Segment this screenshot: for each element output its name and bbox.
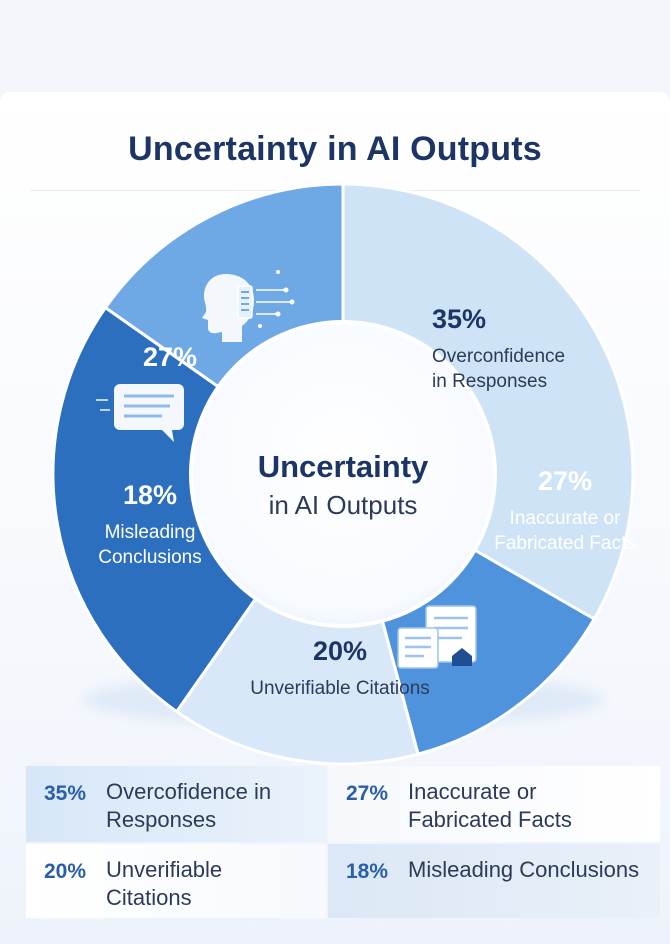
donut-hole	[189, 320, 497, 628]
slice-category-label: Inaccurate or	[510, 508, 622, 529]
legend-label: Misleading Conclusions	[408, 857, 640, 882]
documents-icon	[397, 605, 477, 669]
chat-bubble-icon	[96, 384, 184, 442]
legend: 35% Overcofidence in Responses 27% Inacc…	[26, 766, 660, 918]
ai-head-icon	[202, 270, 295, 342]
slice-category-label: Fabricated Facts	[494, 533, 636, 554]
legend-percent: 18%	[346, 860, 389, 883]
legend-label: Overcofidence in Responses	[106, 779, 272, 832]
legend-item: 20% Unverifiable Citations	[26, 844, 326, 918]
slice-percent-label: 20%	[313, 636, 367, 666]
center-title: Uncertainty	[258, 449, 429, 484]
slice-percent-label: 18%	[123, 480, 177, 510]
center-subtitle: in AI Outputs	[269, 490, 418, 520]
slice-category-label: Unverifiable Citations	[250, 678, 430, 699]
slice-category-label: Misleading	[105, 522, 196, 543]
legend-item: 35% Overcofidence in Responses	[26, 766, 326, 842]
legend-label: Inaccurate or Fabricated Facts	[408, 779, 572, 832]
slice-category-label: Overconfidence	[432, 346, 565, 367]
slice-category-label: Conclusions	[98, 547, 202, 568]
legend-percent: 27%	[346, 782, 389, 805]
legend-label: Unverifiable Citations	[106, 857, 223, 910]
slice-percent-label: 27%	[143, 342, 197, 372]
slice-percent-label: 35%	[432, 304, 486, 334]
legend-percent: 35%	[44, 782, 87, 805]
legend-percent: 20%	[44, 860, 87, 883]
page-title: Uncertainty in AI Outputs	[128, 130, 542, 168]
legend-item: 18% Misleading Conclusions	[328, 844, 660, 918]
legend-item: 27% Inaccurate or Fabricated Facts	[328, 766, 660, 842]
slice-percent-label: 27%	[538, 466, 592, 496]
slice-category-label: in Responses	[432, 371, 547, 392]
